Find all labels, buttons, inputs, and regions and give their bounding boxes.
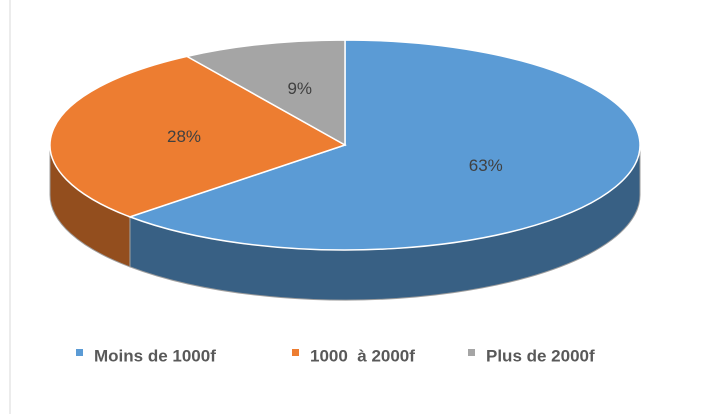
legend-swatch bbox=[76, 349, 83, 356]
legend-label: Moins de 1000f bbox=[94, 346, 216, 365]
data-label: 63% bbox=[469, 156, 503, 175]
legend-swatch bbox=[292, 349, 299, 356]
data-label: 9% bbox=[287, 79, 312, 98]
legend: Moins de 1000f 1000 à 2000f Plus de 2000f bbox=[76, 346, 595, 365]
legend-swatch bbox=[468, 349, 475, 356]
pie-tops bbox=[49, 39, 641, 251]
slice bbox=[184, 39, 346, 147]
slice bbox=[49, 55, 347, 218]
legend-label: Plus de 2000f bbox=[486, 346, 595, 365]
legend-label: 1000 à 2000f bbox=[310, 346, 415, 365]
data-label: 28% bbox=[167, 127, 201, 146]
slice bbox=[127, 39, 641, 251]
data-labels: 63% 28% 9% bbox=[167, 79, 503, 175]
